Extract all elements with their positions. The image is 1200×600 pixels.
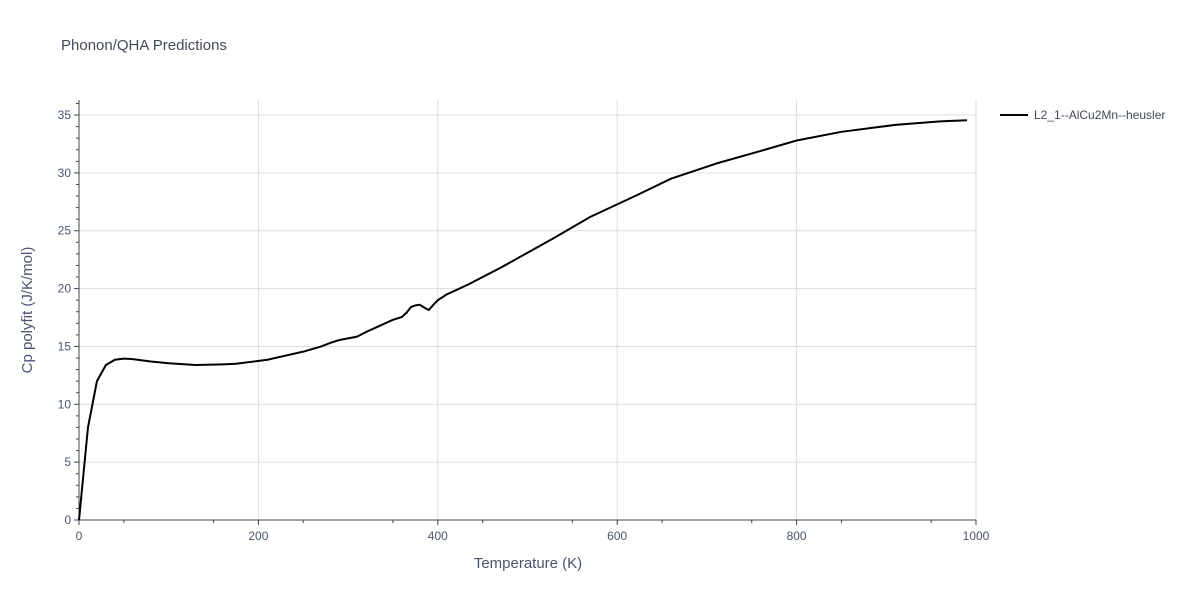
y-tick-label: 15	[58, 339, 72, 353]
y-tick-label: 5	[64, 455, 71, 469]
x-tick-label: 200	[248, 529, 268, 543]
y-tick-label: 0	[64, 513, 71, 527]
x-tick-label: 400	[428, 529, 448, 543]
chart-title: Phonon/QHA Predictions	[61, 37, 227, 54]
y-tick-label: 10	[58, 397, 72, 411]
series-layer	[78, 119, 968, 521]
x-axis-title: Temperature (K)	[474, 555, 582, 572]
x-tick-label: 800	[787, 529, 807, 543]
y-axis-title: Cp polyfit (J/K/mol)	[19, 247, 36, 374]
y-tick-label: 20	[58, 282, 72, 296]
legend[interactable]: L2_1--AlCu2Mn--heusler	[1000, 108, 1165, 122]
axes: 0 200 400 600 800 1000 0 5 10 15 20 25 30 35	[58, 100, 990, 543]
grid	[79, 100, 977, 520]
y-tick-label: 30	[58, 166, 72, 180]
series-line-0	[78, 119, 968, 521]
x-tick-label: 0	[76, 529, 83, 543]
x-tick-label: 600	[607, 529, 627, 543]
x-tick-label: 1000	[963, 529, 990, 543]
y-tick-label: 35	[58, 108, 72, 122]
y-tick-label: 25	[58, 224, 72, 238]
legend-label: L2_1--AlCu2Mn--heusler	[1034, 108, 1165, 122]
